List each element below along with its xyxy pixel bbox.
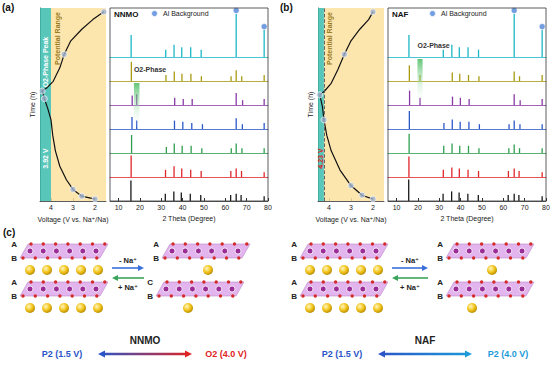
svg-text:3.92 V: 3.92 V [42,148,49,169]
svg-text:+ Na⁺: + Na⁺ [400,283,420,292]
svg-text:+ Na⁺: + Na⁺ [118,283,138,292]
svg-text:2 Theta (Degree): 2 Theta (Degree) [440,215,493,223]
svg-text:B: B [147,292,153,301]
svg-text:- Na⁺: - Na⁺ [119,256,137,265]
svg-text:(a): (a) [2,2,14,13]
svg-text:(c): (c) [3,227,15,238]
svg-text:(b): (b) [280,2,293,13]
svg-text:Potential Range: Potential Range [326,12,334,65]
svg-text:A: A [437,240,443,249]
svg-text:B: B [11,292,17,301]
svg-text:70: 70 [521,204,529,211]
svg-text:10: 10 [115,204,123,211]
svg-text:A: A [291,240,297,249]
svg-text:30: 30 [157,204,165,211]
svg-text:A: A [291,278,297,287]
svg-text:P2 (4.0 V): P2 (4.0 V) [488,349,529,359]
svg-text:80: 80 [264,204,272,211]
svg-text:30: 30 [435,204,443,211]
svg-text:4: 4 [327,204,331,211]
svg-text:Voltage (V vs. Na⁺/Na): Voltage (V vs. Na⁺/Na) [315,216,386,224]
svg-text:2 Theta (Degree): 2 Theta (Degree) [162,215,215,223]
svg-text:A: A [153,240,159,249]
svg-text:A: A [11,278,17,287]
svg-text:10: 10 [393,204,401,211]
svg-text:50: 50 [200,204,208,211]
svg-text:NAF: NAF [415,335,436,346]
svg-text:60: 60 [499,204,507,211]
svg-text:20: 20 [414,204,422,211]
svg-text:NNMO: NNMO [114,10,138,19]
svg-text:B: B [11,254,17,263]
svg-text:P2 (1.5 V): P2 (1.5 V) [42,349,83,359]
svg-text:C: C [147,278,153,287]
svg-text:B: B [437,292,443,301]
svg-text:2: 2 [93,204,97,211]
svg-text:A: A [11,240,17,249]
svg-text:B: B [291,254,297,263]
svg-text:3: 3 [71,204,75,211]
svg-text:O2-Phase: O2-Phase [417,42,449,49]
svg-text:B: B [437,254,443,263]
svg-text:A: A [437,278,443,287]
svg-text:Time (h): Time (h) [307,92,315,118]
svg-text:O2 (4.0 V): O2 (4.0 V) [205,349,247,359]
svg-text:80: 80 [542,204,550,211]
svg-text:Al Background: Al Background [163,10,209,18]
svg-text:- Na⁺: - Na⁺ [401,256,419,265]
svg-text:NAF: NAF [392,10,409,19]
svg-text:50: 50 [478,204,486,211]
svg-text:Voltage (V vs. Na⁺/Na): Voltage (V vs. Na⁺/Na) [37,216,108,224]
svg-text:70: 70 [243,204,251,211]
svg-text:Al Background: Al Background [441,10,487,18]
svg-text:Time (h): Time (h) [29,92,37,118]
svg-text:B: B [153,254,159,263]
svg-text:B: B [291,292,297,301]
svg-text:40: 40 [179,204,187,211]
svg-text:4: 4 [49,204,53,211]
svg-text:O2-Phase: O2-Phase [134,66,166,73]
svg-text:Potential Range: Potential Range [54,12,62,65]
svg-text:40: 40 [457,204,465,211]
svg-text:4.23 V: 4.23 V [317,148,324,169]
svg-text:O2-Phase Peak: O2-Phase Peak [42,37,49,88]
svg-text:3: 3 [349,204,353,211]
svg-text:NNMO: NNMO [130,335,161,346]
svg-text:60: 60 [221,204,229,211]
svg-text:20: 20 [136,204,144,211]
svg-text:P2 (1.5 V): P2 (1.5 V) [322,349,363,359]
svg-text:2: 2 [371,204,375,211]
